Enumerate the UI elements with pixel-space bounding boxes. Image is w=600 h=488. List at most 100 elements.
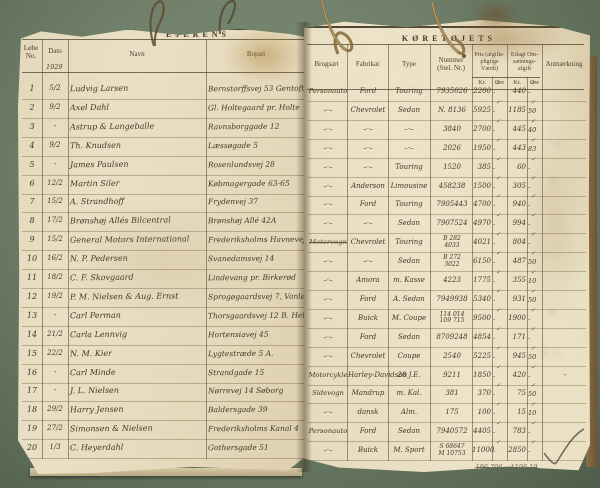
price-kr: 2700 [473, 124, 491, 133]
row-rule [308, 138, 586, 140]
col-header-usage: Brugsart [314, 60, 339, 68]
vehicle-number: 114 014 109 715 [439, 310, 465, 325]
price-kr: 2200 [473, 87, 491, 95]
row-rule [22, 439, 304, 441]
vehicle-number: B 282 4033 [443, 235, 461, 249]
tax-ore: 50 [528, 352, 537, 361]
vehicle-number: 7940572 [436, 427, 468, 436]
vehicle-type: Sedan [397, 332, 421, 341]
price-ore: - [493, 88, 496, 96]
check-mark: ✓ [530, 325, 537, 334]
tax-kr: 804 [512, 238, 526, 247]
unit-kr: Kr. [478, 80, 486, 86]
tax-kr: 445 [512, 124, 526, 133]
ledger-row-left: 10 16/2 N. P. Pedersen Svanedamsvej 14 [18, 251, 308, 271]
row-rule [22, 306, 304, 308]
row-rule [308, 460, 586, 462]
price-kr: 6150 [473, 257, 491, 266]
ledger-row-left: 4 9/2 Th. Knudsen Læssøgade 5 [18, 138, 308, 157]
row-number: 9 [29, 235, 35, 245]
row-rule [22, 363, 304, 365]
row-number: 19 [26, 424, 38, 434]
entry-date: - [53, 159, 57, 168]
row-rule [22, 344, 304, 346]
vehicle-usage: –·– [323, 257, 333, 266]
row-rule [22, 231, 304, 233]
vehicle-make: –·– [363, 257, 373, 266]
check-mark: ✓ [530, 155, 537, 163]
row-number: 13 [26, 310, 38, 320]
owner-name: Harry Jensen [69, 405, 124, 415]
row-rule [22, 269, 304, 271]
vehicle-make: –·– [363, 162, 373, 171]
owner-residence: Lindevang pr. Birkerød [207, 272, 296, 283]
tax-ore: - [528, 314, 531, 323]
row-number: 3 [29, 121, 35, 131]
price-kr: 5925 [473, 105, 491, 114]
owner-name: J. L. Nielsen [69, 386, 119, 396]
owner-name: General Motors International [69, 234, 190, 245]
row-number: 8 [29, 216, 35, 226]
vehicle-make: Ford [359, 87, 377, 95]
price-kr: 1850 [473, 370, 491, 379]
remark: - [563, 370, 567, 379]
vehicle-usage: Personauto [308, 87, 348, 95]
ledger-row-left: 19 27/2 Simonsen & Nielsen Frederiksholms K… [18, 421, 308, 441]
owner-name: Th. Knudsen [69, 140, 122, 150]
tax-ore: 50 [528, 106, 537, 115]
check-mark: ✓ [495, 287, 502, 296]
row-number: 5 [29, 159, 35, 169]
row-rule [22, 155, 304, 157]
price-kr: 5340 [473, 294, 491, 303]
vehicle-type: Sedan [397, 427, 421, 436]
check-mark: ✓ [530, 382, 537, 390]
check-mark: ✓ [495, 382, 502, 390]
check-mark: ✓ [495, 268, 502, 277]
check-mark: ✓ [495, 98, 502, 107]
ledger-row-left: 7 15/2 A. Strandhoff Frydenvej 37 [18, 194, 308, 214]
row-rule [308, 157, 586, 159]
tax-kr: 994 [512, 219, 526, 228]
col-line [68, 39, 69, 459]
price-kr: 1775 [473, 276, 491, 284]
price-ore: - [493, 371, 496, 380]
row-rule [308, 403, 586, 405]
ledger-row-left: 2 9/2 Axel Dahl Gl. Holtegaard pr. Holte [18, 100, 308, 119]
col-header-residence: Bopæl [246, 50, 266, 58]
vehicle-usage: –·– [323, 181, 333, 190]
ink-smudge: Vi [550, 178, 558, 186]
owner-residence: Lygtestræde 5 A. [207, 348, 274, 358]
row-rule [308, 422, 586, 424]
check-mark: ✓ [530, 438, 537, 447]
row-number: 16 [26, 367, 38, 377]
check-mark: ✓ [530, 306, 537, 315]
row-rule [308, 441, 586, 443]
row-rule [22, 458, 304, 460]
ledger-row-right: –·– Amora m. Kasse 4223 1775-355 10 ✓ ✓ [304, 268, 590, 291]
check-mark: ✓ [530, 79, 537, 88]
row-rule [22, 99, 304, 100]
owner-residence: Baldersgade 39 [207, 405, 268, 415]
row-rule [308, 119, 586, 121]
check-mark: ✓ [495, 363, 502, 371]
row-number: 18 [26, 405, 38, 415]
row-rule [308, 252, 586, 254]
vehicle-type: Sedan [397, 219, 421, 228]
vehicle-type: Touring [395, 200, 423, 209]
col-line [430, 44, 431, 461]
row-number: 10 [26, 254, 38, 264]
check-mark: ✓ [530, 268, 537, 277]
row-number: 7 [29, 197, 35, 207]
entry-date: 17/2 [47, 216, 63, 225]
owner-name: Brønshøj Allés Bilcentral [69, 215, 171, 226]
price-kr: 4405 [473, 427, 491, 436]
row-number: 17 [26, 386, 38, 396]
row-rule [22, 325, 304, 327]
ledger-row-right: –·– –·– –·– 3840 2700-445 40 ✓ ✓ [304, 117, 590, 140]
owner-name: James Paulsen [69, 159, 129, 169]
header-rule [22, 72, 304, 73]
row-rule [22, 174, 304, 176]
check-mark: ✓ [530, 193, 537, 201]
tax-ore: - [528, 428, 531, 437]
price-ore: - [493, 390, 496, 399]
